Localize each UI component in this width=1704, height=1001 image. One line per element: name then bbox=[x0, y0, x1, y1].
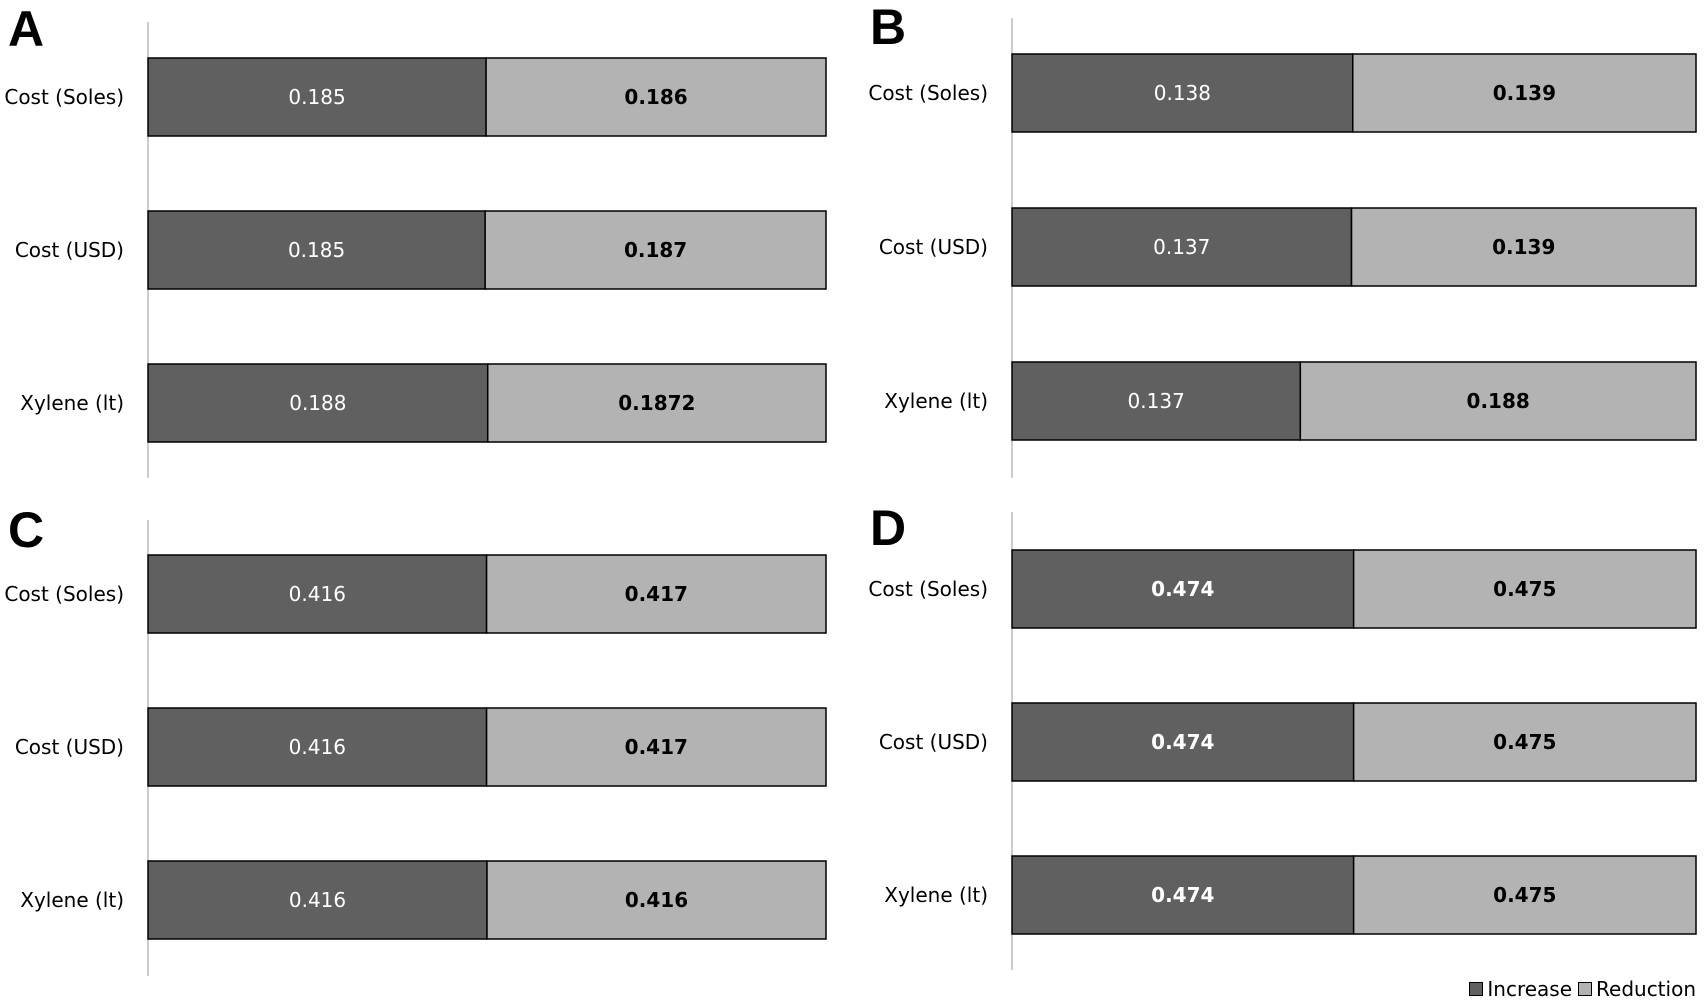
data-label-reduction: 0.1872 bbox=[618, 391, 695, 415]
category-label: Xylene (lt) bbox=[884, 883, 988, 907]
bar-chart-c: Cost (Soles) 0.416 0.417 Cost (USD) 0.416 0.4… bbox=[4, 520, 827, 976]
bar-reduction bbox=[1350, 207, 1697, 287]
legend-item-increase: Increase bbox=[1469, 977, 1572, 1001]
legend-item-reduction: Reduction bbox=[1578, 977, 1696, 1001]
category-label: Cost (Soles) bbox=[4, 85, 124, 109]
bar-chart-d: Cost (Soles) 0.474 0.475 Cost (USD) 0.474 0.4… bbox=[868, 512, 1697, 970]
bar-increase bbox=[147, 860, 488, 940]
data-label-increase: 0.137 bbox=[1153, 235, 1210, 259]
category-label: Cost (Soles) bbox=[868, 81, 988, 105]
bar-increase bbox=[1011, 207, 1353, 287]
data-label-reduction: 0.417 bbox=[625, 582, 688, 606]
panel-label: A bbox=[8, 1, 45, 57]
category-label: Xylene (lt) bbox=[20, 888, 124, 912]
bar-increase bbox=[147, 363, 489, 443]
panel-label: B bbox=[870, 0, 907, 55]
bar-chart-b: Cost (Soles) 0.138 0.139 Cost (USD) 0.137 0.1… bbox=[868, 18, 1697, 478]
data-label-increase: 0.474 bbox=[1151, 577, 1214, 601]
bar-reduction bbox=[486, 363, 827, 443]
bar-increase bbox=[1011, 855, 1355, 935]
data-label-reduction: 0.186 bbox=[624, 85, 687, 109]
bar-increase bbox=[1011, 549, 1355, 629]
data-label-increase: 0.138 bbox=[1154, 81, 1211, 105]
bar-reduction bbox=[485, 554, 827, 634]
category-label: Cost (USD) bbox=[15, 735, 124, 759]
bar-increase bbox=[1011, 361, 1302, 441]
legend-swatch-increase bbox=[1469, 982, 1484, 996]
data-label-reduction: 0.187 bbox=[624, 238, 687, 262]
bar-reduction bbox=[486, 860, 827, 940]
legend: Increase Reduction bbox=[1469, 977, 1696, 1001]
chart-panel-d: D Cost (Soles) 0.474 0.475 Cost (USD) 0.474 0… bbox=[852, 500, 1704, 1000]
data-label-reduction: 0.475 bbox=[1493, 883, 1556, 907]
data-label-reduction: 0.417 bbox=[625, 735, 688, 759]
category-label: Cost (USD) bbox=[15, 238, 124, 262]
bar-reduction bbox=[1299, 361, 1697, 441]
category-label: Xylene (lt) bbox=[884, 389, 988, 413]
legend-label-reduction: Reduction bbox=[1596, 977, 1696, 1001]
bar-reduction bbox=[1352, 53, 1697, 133]
chart-panel-b: B Cost (Soles) 0.138 0.139 Cost (USD) 0.137 0… bbox=[852, 0, 1704, 500]
data-label-increase: 0.185 bbox=[288, 238, 345, 262]
chart-panel-a: A Cost (Soles) 0.185 0.186 Cost (USD) 0.185 0… bbox=[0, 0, 852, 500]
data-label-increase: 0.474 bbox=[1151, 730, 1214, 754]
data-label-increase: 0.474 bbox=[1151, 883, 1214, 907]
bar-reduction bbox=[485, 707, 827, 787]
data-label-increase: 0.185 bbox=[288, 85, 345, 109]
chart-panel-c: C Cost (Soles) 0.416 0.417 Cost (USD) 0.416 0… bbox=[0, 500, 852, 1000]
data-label-reduction: 0.416 bbox=[625, 888, 688, 912]
bar-increase bbox=[147, 707, 488, 787]
category-label: Xylene (lt) bbox=[20, 391, 124, 415]
category-label: Cost (Soles) bbox=[868, 577, 988, 601]
panel-label: D bbox=[870, 500, 907, 556]
data-label-increase: 0.188 bbox=[289, 391, 346, 415]
data-label-reduction: 0.139 bbox=[1493, 81, 1556, 105]
bar-reduction bbox=[484, 210, 827, 290]
bar-reduction bbox=[1352, 702, 1697, 782]
data-label-increase: 0.416 bbox=[289, 735, 346, 759]
bar-reduction bbox=[1352, 549, 1697, 629]
data-label-reduction: 0.188 bbox=[1467, 389, 1530, 413]
data-label-reduction: 0.139 bbox=[1492, 235, 1555, 259]
data-label-increase: 0.416 bbox=[289, 888, 346, 912]
data-label-increase: 0.416 bbox=[289, 582, 346, 606]
data-label-reduction: 0.475 bbox=[1493, 730, 1556, 754]
legend-swatch-reduction bbox=[1578, 982, 1593, 996]
category-label: Cost (Soles) bbox=[4, 582, 124, 606]
bar-increase bbox=[147, 554, 488, 634]
category-label: Cost (USD) bbox=[879, 235, 988, 259]
bar-increase bbox=[1011, 702, 1355, 782]
bar-increase bbox=[1011, 53, 1354, 133]
bar-reduction bbox=[485, 57, 827, 137]
category-label: Cost (USD) bbox=[879, 730, 988, 754]
bar-increase bbox=[147, 57, 487, 137]
data-label-reduction: 0.475 bbox=[1493, 577, 1556, 601]
panel-label: C bbox=[8, 502, 45, 558]
bar-reduction bbox=[1352, 855, 1697, 935]
bar-chart-a: Cost (Soles) 0.185 0.186 Cost (USD) 0.185 0.1… bbox=[4, 22, 827, 478]
legend-label-increase: Increase bbox=[1487, 977, 1573, 1001]
data-label-increase: 0.137 bbox=[1128, 389, 1185, 413]
bar-increase bbox=[147, 210, 486, 290]
